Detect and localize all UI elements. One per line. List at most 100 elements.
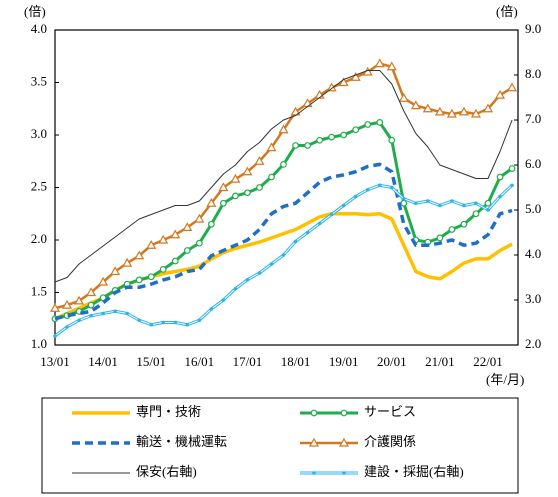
- y-unit: (倍): [24, 4, 46, 19]
- data-point: [484, 199, 492, 207]
- data-point: [400, 199, 408, 207]
- data-point: [338, 77, 349, 87]
- data-point: [110, 266, 121, 276]
- y2-tick-label: 6.0: [525, 156, 541, 171]
- y2-tick-label: 9.0: [525, 21, 541, 36]
- data-point: [173, 320, 178, 325]
- data-point: [474, 201, 478, 206]
- data-point: [65, 325, 69, 329]
- y2-tick-label: 7.0: [525, 111, 541, 126]
- data-point: [278, 124, 289, 134]
- data-point: [460, 220, 468, 228]
- data-point: [470, 108, 482, 118]
- data-point: [209, 307, 214, 311]
- data-point: [450, 199, 454, 203]
- data-point: [510, 183, 514, 188]
- data-point: [122, 257, 133, 267]
- data-point: [125, 311, 129, 316]
- legend-label: 保安(右軸): [136, 464, 197, 479]
- data-point: [269, 262, 274, 266]
- data-point: [89, 313, 93, 318]
- x-tick-label: 15/01: [136, 354, 166, 369]
- x-tick-label: 18/01: [281, 354, 311, 369]
- data-point: [281, 253, 286, 257]
- data-point: [49, 303, 61, 312]
- data-point: [245, 277, 250, 282]
- y2-tick-label: 8.0: [525, 66, 541, 81]
- data-point: [207, 220, 215, 228]
- data-point: [221, 298, 226, 302]
- data-point: [458, 106, 469, 116]
- x-tick-label: 14/01: [88, 354, 118, 369]
- data-point: [486, 208, 490, 212]
- data-point: [328, 133, 336, 141]
- data-point: [398, 93, 409, 102]
- legend-box: [41, 397, 519, 494]
- data-point: [494, 89, 506, 99]
- data-point: [159, 266, 167, 273]
- data-point: [508, 165, 516, 173]
- series-line: [54, 62, 513, 310]
- data-point: [410, 100, 421, 110]
- data-point: [377, 183, 382, 188]
- data-point: [268, 173, 275, 181]
- data-point: [434, 106, 445, 116]
- x-tick-label: 19/01: [329, 354, 359, 369]
- data-point: [329, 212, 334, 217]
- y-tick-label: 1.5: [31, 283, 47, 298]
- data-point: [266, 142, 277, 152]
- data-point: [219, 199, 227, 207]
- data-point: [436, 234, 444, 242]
- series-line: [54, 70, 513, 283]
- data-point: [61, 299, 73, 309]
- data-point: [376, 118, 384, 126]
- data-point: [134, 250, 145, 260]
- data-point: [482, 103, 494, 113]
- data-point: [149, 322, 154, 327]
- y2-tick-label: 4.0: [525, 246, 541, 261]
- data-point: [317, 221, 322, 226]
- legend-marker: [338, 437, 350, 447]
- series-line: [54, 120, 513, 321]
- data-point: [341, 203, 346, 208]
- data-point: [183, 247, 191, 254]
- data-point: [340, 131, 348, 139]
- data-point: [232, 192, 239, 200]
- data-point: [98, 276, 109, 286]
- y2-tick-label: 2.0: [525, 336, 541, 351]
- x-tick-label: 17/01: [233, 354, 263, 369]
- x-tick-label: 20/01: [377, 354, 407, 369]
- data-point: [316, 136, 324, 144]
- legend-marker: [308, 437, 320, 447]
- data-point: [171, 257, 179, 265]
- data-point: [426, 199, 430, 203]
- x-tick-label: 13/01: [40, 354, 70, 369]
- legend-label: 介護関係: [364, 434, 416, 449]
- data-point: [389, 185, 394, 190]
- legend-marker: [340, 409, 348, 417]
- data-point: [87, 301, 95, 309]
- data-point: [206, 198, 217, 207]
- legend-marker: [342, 471, 346, 475]
- y-tick-label: 2.5: [31, 178, 47, 193]
- data-point: [161, 320, 166, 325]
- data-point: [388, 136, 396, 144]
- data-point: [256, 184, 263, 191]
- data-point: [146, 240, 157, 249]
- data-point: [448, 226, 456, 233]
- data-point: [86, 287, 97, 297]
- y2-tick-label: 3.0: [525, 291, 541, 306]
- y2-unit: (倍): [496, 4, 518, 19]
- x-tick-label: 16/01: [185, 354, 215, 369]
- x-tick-label: 21/01: [425, 354, 455, 369]
- y-tick-label: 2.0: [31, 231, 47, 246]
- data-point: [254, 156, 265, 165]
- y-tick-label: 4.0: [31, 21, 47, 36]
- data-point: [242, 166, 253, 176]
- data-point: [194, 213, 205, 223]
- y-tick-label: 3.5: [31, 73, 47, 88]
- data-point: [195, 239, 203, 247]
- data-point: [233, 286, 238, 291]
- data-point: [170, 229, 181, 239]
